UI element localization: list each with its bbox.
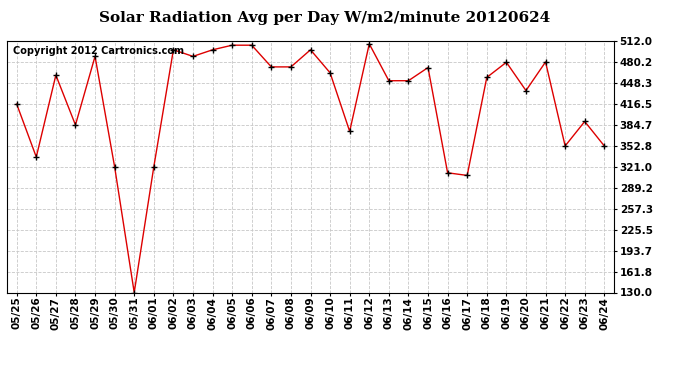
Text: Copyright 2012 Cartronics.com: Copyright 2012 Cartronics.com — [13, 46, 184, 56]
Text: Solar Radiation Avg per Day W/m2/minute 20120624: Solar Radiation Avg per Day W/m2/minute … — [99, 11, 550, 25]
